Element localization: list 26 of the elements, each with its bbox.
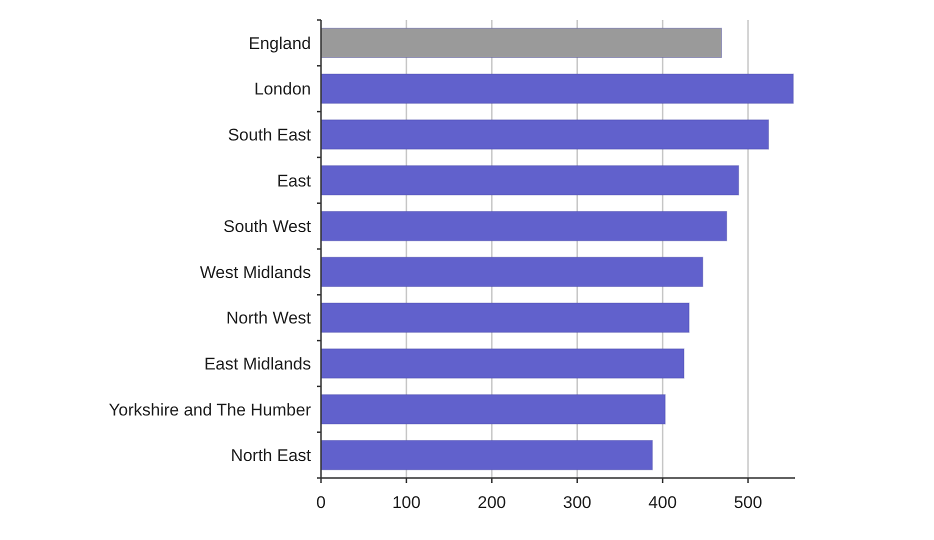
bar [320, 440, 653, 470]
bar [320, 210, 728, 242]
y-tick-label: West Midlands [200, 262, 311, 282]
bar [320, 348, 684, 379]
y-tick-label: England [248, 34, 311, 53]
y-tick-label: Yorkshire and The Humber [108, 400, 312, 420]
y-tick-label: North East [230, 446, 312, 466]
bar [320, 28, 722, 58]
y-tick-label: South West [223, 217, 312, 236]
x-tick-label: 500 [734, 493, 762, 512]
x-tick-label: 0 [316, 493, 326, 512]
bar [320, 302, 690, 333]
x-tick-label: 300 [563, 493, 592, 512]
x-tick-label: 400 [648, 493, 677, 512]
bar [320, 394, 666, 424]
y-tick-label: East [276, 171, 312, 190]
x-tick-label: 100 [392, 493, 421, 512]
bar [320, 119, 770, 150]
bar [320, 165, 740, 196]
bar [320, 256, 704, 288]
x-tick-label: 200 [478, 493, 506, 512]
y-tick-label: East Midlands [204, 354, 311, 374]
bar [320, 74, 794, 104]
y-tick-label: North West [226, 308, 312, 328]
y-tick-label: South East [228, 125, 312, 144]
y-tick-label: London [254, 80, 311, 99]
